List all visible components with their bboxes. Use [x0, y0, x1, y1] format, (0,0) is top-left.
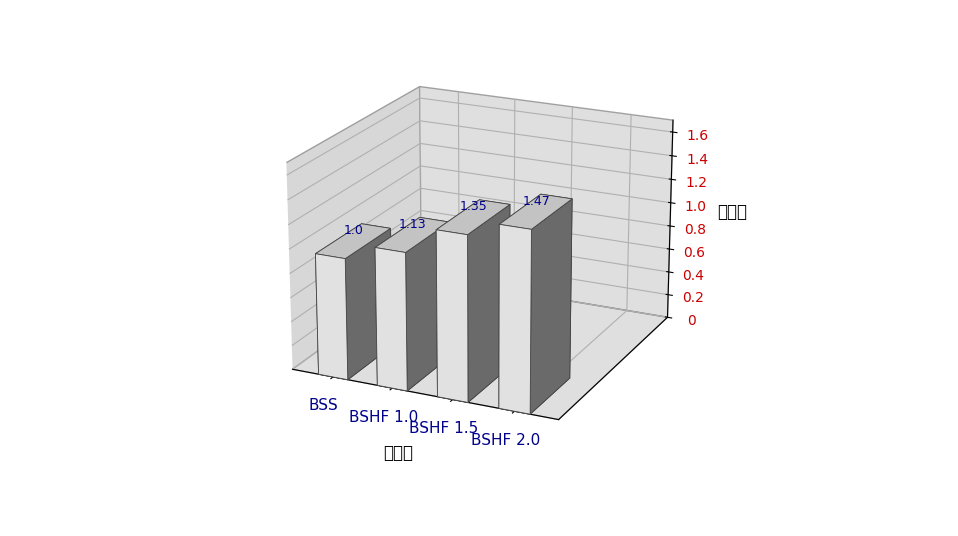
X-axis label: 실험체: 실험체 — [383, 444, 413, 461]
